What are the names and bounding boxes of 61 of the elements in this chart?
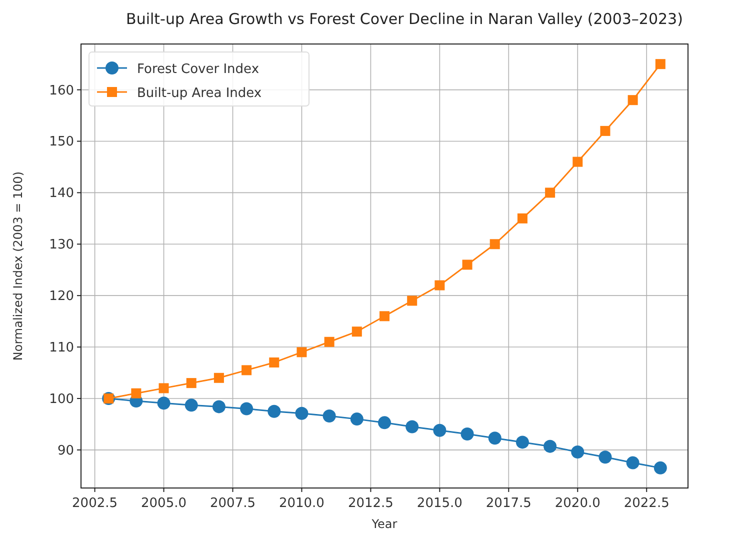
x-tick-label: 2010.0 [278,496,324,511]
x-axis-title: Year [370,517,398,531]
point [572,156,583,167]
point [517,213,528,224]
point [488,432,502,445]
point [516,436,529,449]
point [269,357,280,368]
point [324,336,334,347]
x-tick-label: 2005.0 [141,496,187,511]
point [352,326,362,337]
point [407,296,418,306]
point [571,445,584,458]
point [545,188,556,198]
chart-title: Built-up Area Growth vs Forest Cover Decline in Naran Valley (2003–2023) [126,10,683,28]
y-tick-label: 120 [49,289,74,304]
y-tick-label: 140 [49,186,74,202]
point [240,402,254,416]
y-tick-label: 150 [49,134,74,150]
point [296,347,307,358]
point [131,388,142,398]
point [242,365,252,376]
point [460,427,474,440]
point [295,406,308,420]
point [654,461,667,474]
point [490,239,500,250]
y-tick-label: 90 [57,443,74,458]
y-tick-label: 110 [49,340,74,356]
point [598,450,612,464]
y-tick-label: 130 [49,238,74,253]
y-axis-title: Normalized Index (2003 = 100) [11,171,25,361]
point [544,440,557,453]
point [212,400,226,414]
point [184,398,198,412]
legend-label: Forest Cover Index [137,62,260,77]
y-tick-label: 160 [49,83,74,98]
point [626,456,640,470]
x-tick-label: 2020.0 [554,496,600,511]
point [214,372,224,383]
x-tick-label: 2012.5 [348,496,394,511]
point [157,396,170,410]
x-tick-label: 2022.5 [624,496,670,511]
point [406,420,419,434]
y-tick-label: 100 [49,392,74,407]
point [322,409,336,422]
point [158,383,169,394]
x-tick-label: 2007.5 [210,496,256,511]
point [433,424,446,437]
point [655,59,666,70]
point [628,95,638,106]
point [462,260,472,270]
x-tick-label: 2017.5 [486,496,532,511]
point [186,378,196,388]
x-tick-label: 2015.0 [416,496,462,511]
x-tick-label: 2002.5 [72,496,118,511]
point [350,412,364,426]
legend-label: Built-up Area Index [137,86,262,101]
point [434,280,445,290]
point [268,404,281,418]
point [378,416,391,430]
point [380,311,390,322]
point [600,126,610,136]
